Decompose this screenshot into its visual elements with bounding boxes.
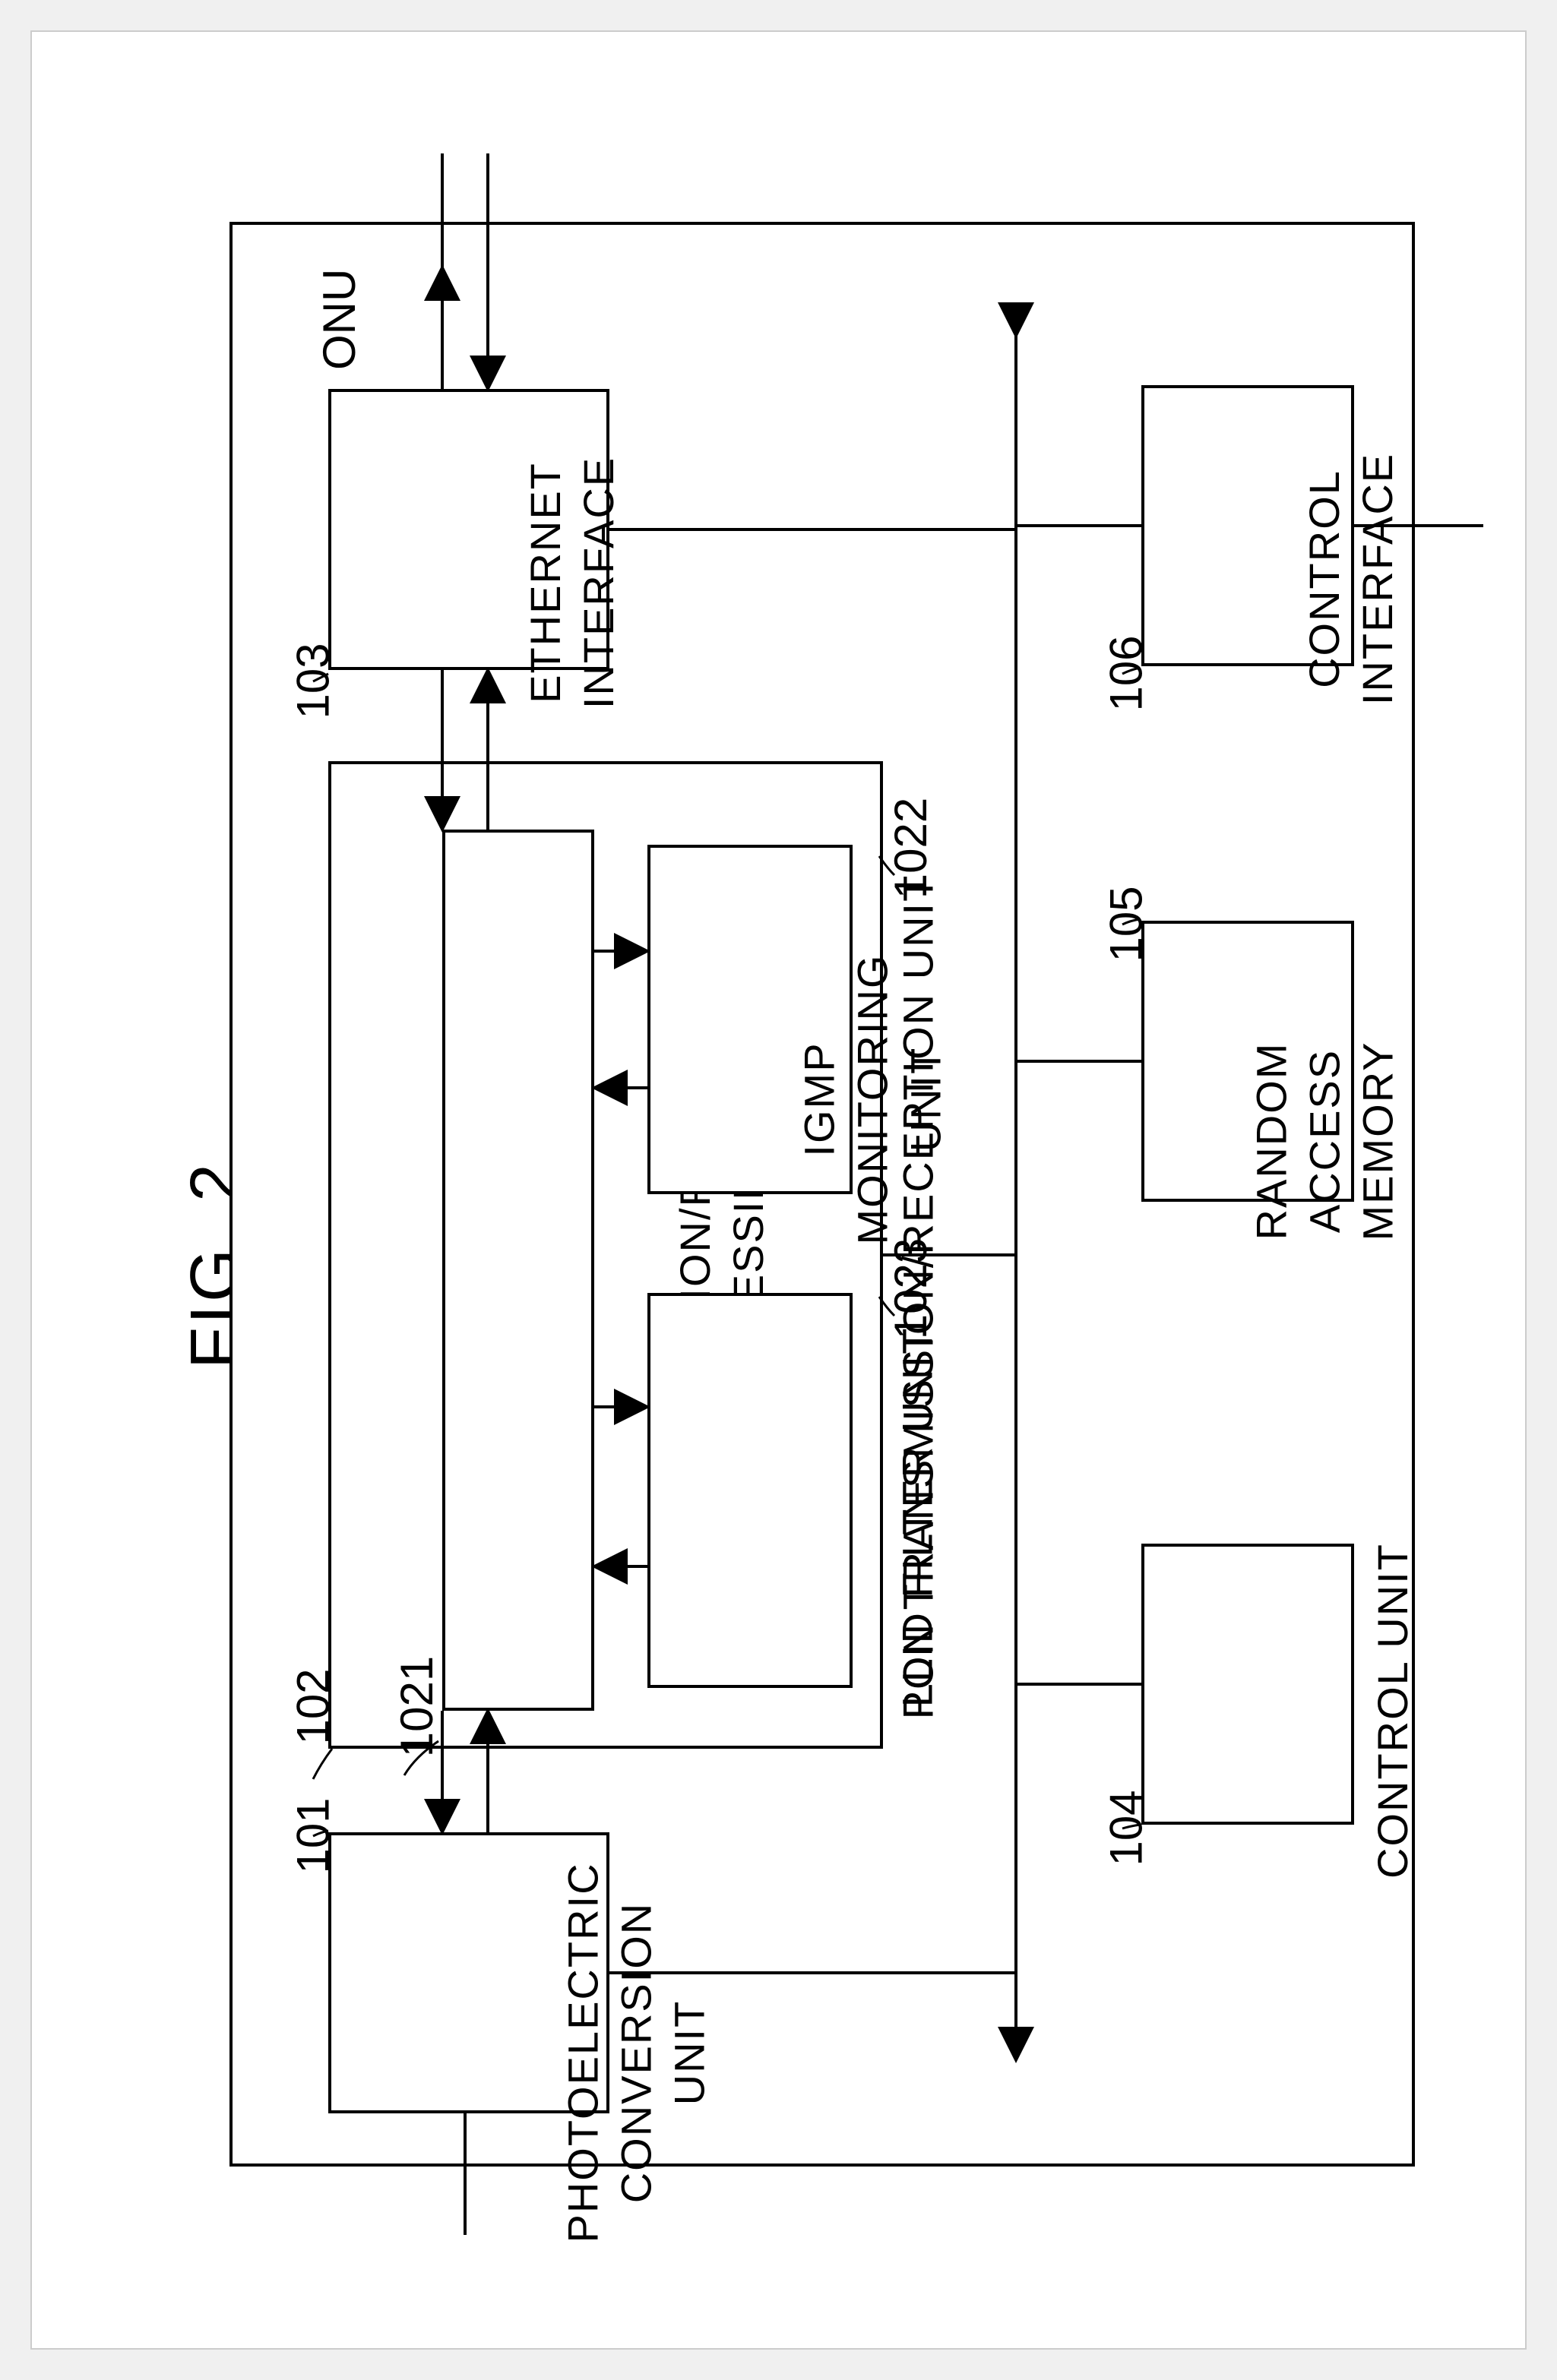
page: FIG. 2 ONU 102 PON TRANSMISSION/RECEPTIO… <box>30 30 1527 2350</box>
connectors-svg <box>229 222 1415 2167</box>
diagram-area: ONU 102 PON TRANSMISSION/RECEPTION FRAME… <box>229 222 1415 2167</box>
